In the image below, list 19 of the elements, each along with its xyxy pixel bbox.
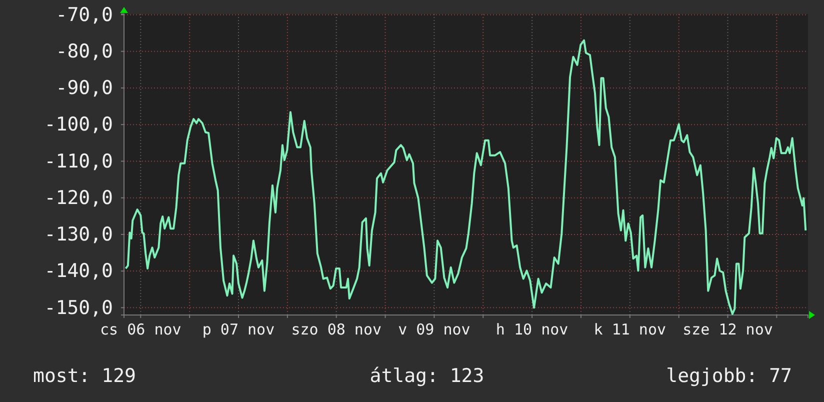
x-tick-label: szo 08 nov <box>291 320 382 339</box>
y-tick-label: -120,0 <box>44 186 113 209</box>
x-tick-label: k 11 nov <box>594 320 666 339</box>
y-tick-label: -90,0 <box>56 77 113 100</box>
y-tick-label: -80,0 <box>56 40 113 62</box>
y-tick-label: -150,0 <box>44 296 113 319</box>
x-tick-label: v 09 nov <box>398 320 470 339</box>
y-tick-label: -110,0 <box>44 150 113 172</box>
y-tick-label: -70,0 <box>56 4 113 26</box>
x-tick-label: cs 06 nov <box>100 320 182 339</box>
text: most: 129 <box>33 365 136 387</box>
x-tick-label: sze 12 nov <box>682 320 773 339</box>
y-tick-label: -130,0 <box>44 224 113 246</box>
x-tick-label: p 07 nov <box>202 320 275 339</box>
text: átlag: 123 <box>370 365 484 387</box>
text: legjobb: 77 <box>666 365 792 387</box>
y-tick-label: -100,0 <box>44 114 113 136</box>
x-tick-label: h 10 nov <box>496 320 568 339</box>
y-tick-label: -140,0 <box>44 260 113 282</box>
